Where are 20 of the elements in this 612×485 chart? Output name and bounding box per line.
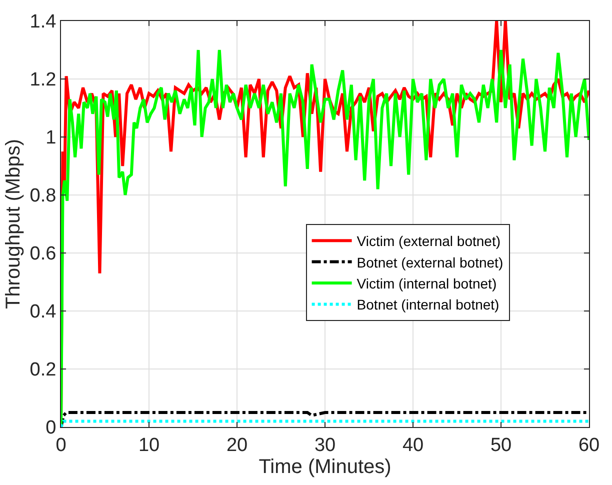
x-tick-label: 20 bbox=[226, 434, 248, 456]
y-tick-label: 0.8 bbox=[30, 186, 56, 207]
y-tick-label: 0.4 bbox=[30, 302, 57, 323]
x-tick-label: 50 bbox=[490, 434, 512, 456]
legend-label: Victim (internal botnet) bbox=[356, 275, 497, 292]
y-tick-label: 0.2 bbox=[30, 360, 56, 381]
y-tick-label: 1.2 bbox=[30, 70, 56, 91]
legend-label: Victim (external botnet) bbox=[356, 233, 501, 250]
legend-label: Botnet (external botnet) bbox=[356, 254, 504, 270]
y-tick-label: 0.6 bbox=[30, 244, 56, 265]
y-tick-label: 1.4 bbox=[30, 12, 57, 33]
x-tick-label: 40 bbox=[402, 434, 424, 456]
x-tick-label: 60 bbox=[578, 434, 600, 456]
x-tick-label: 30 bbox=[314, 434, 336, 456]
y-tick-label: 0 bbox=[46, 418, 56, 439]
y-axis-title: Throughput (Mbps) bbox=[2, 138, 24, 310]
x-axis-title: Time (Minutes) bbox=[258, 456, 392, 478]
y-tick-label: 1 bbox=[46, 128, 56, 149]
x-tick-label: 10 bbox=[138, 434, 160, 456]
legend-label: Botnet (internal botnet) bbox=[356, 296, 500, 313]
